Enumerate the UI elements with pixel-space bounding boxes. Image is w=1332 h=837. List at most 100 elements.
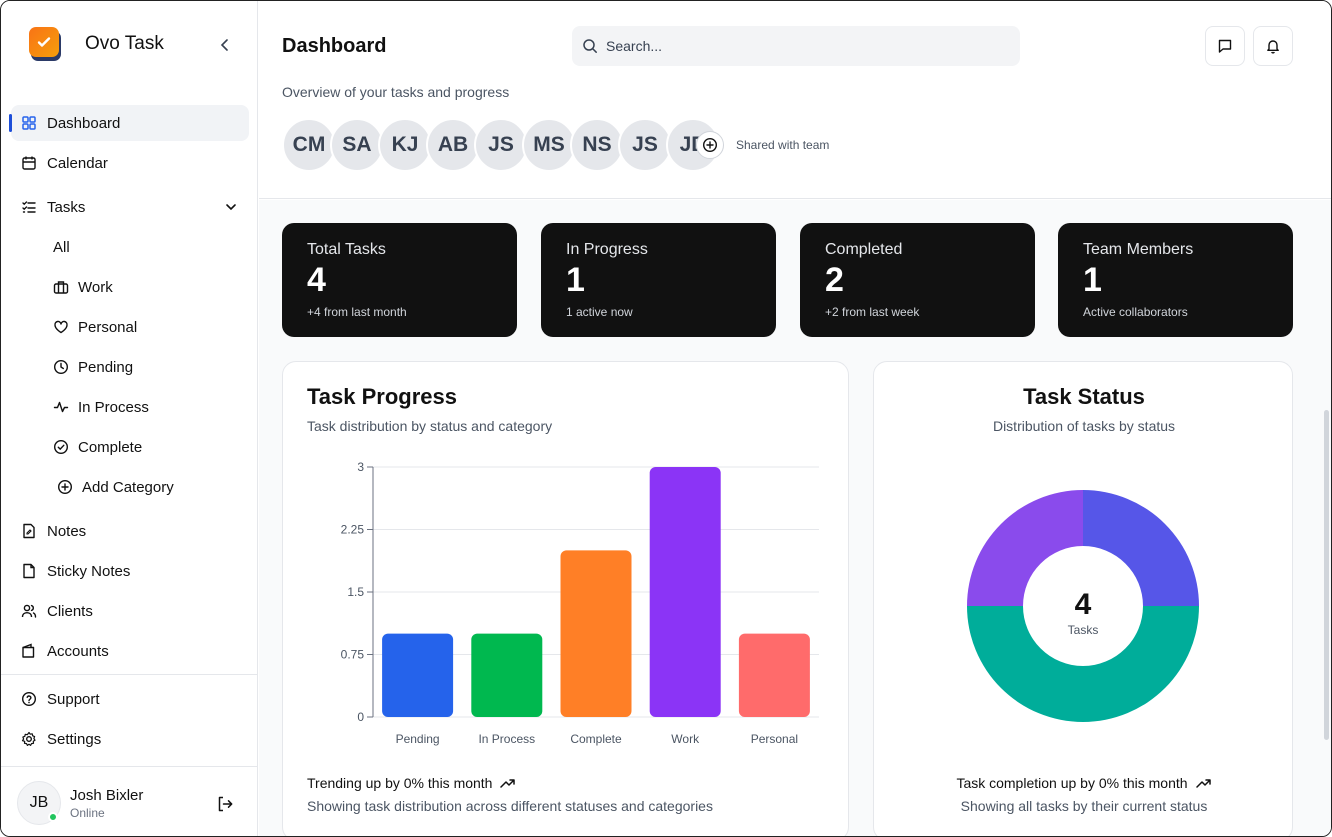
add-category-button[interactable]: Add Category: [11, 469, 249, 505]
x-tick-label: Work: [671, 732, 700, 746]
task-filter-in-process[interactable]: In Process: [11, 389, 249, 425]
x-tick-label: In Process: [478, 732, 535, 746]
messages-button[interactable]: [1205, 26, 1245, 66]
user-profile[interactable]: JB Josh Bixler Online: [17, 781, 143, 825]
notifications-button[interactable]: [1253, 26, 1293, 66]
sidebar-item-label: Dashboard: [47, 114, 121, 132]
stat-card-completed: Completed 2 +2 from last week: [800, 223, 1035, 337]
stat-value: 2: [825, 261, 844, 299]
y-tick-label: 3: [357, 460, 364, 474]
sidebar-item-dashboard[interactable]: Dashboard: [9, 105, 249, 141]
sidebar-item-label: Tasks: [47, 198, 86, 216]
bar-personal[interactable]: [738, 633, 810, 717]
task-filter-pending[interactable]: Pending: [11, 349, 249, 385]
y-tick-label: 0.75: [341, 648, 365, 662]
avatar[interactable]: JS: [618, 118, 672, 172]
task-filter-all[interactable]: All: [11, 229, 249, 265]
y-tick-label: 0: [357, 710, 364, 724]
bar-work[interactable]: [649, 467, 721, 717]
sidebar: Ovo Task Dashboard Calendar: [1, 1, 258, 836]
y-tick-label: 1.5: [347, 585, 364, 599]
clock-icon: [53, 359, 69, 375]
sub-item-label: Pending: [78, 358, 134, 376]
avatar[interactable]: CM: [282, 118, 336, 172]
donut-slice-1[interactable]: [1083, 490, 1199, 606]
page-header: Dashboard Overview of your tasks and pro…: [259, 1, 1331, 199]
sticky-note-icon: [21, 563, 37, 579]
calendar-icon: [21, 155, 37, 171]
shared-label: Shared with team: [736, 138, 830, 152]
donut-center-value: 4: [1075, 588, 1092, 621]
dashboard-body: Total Tasks 4 +4 from last month In Prog…: [259, 200, 1331, 836]
task-filter-personal[interactable]: Personal: [11, 309, 249, 345]
sidebar-item-label: Settings: [47, 730, 102, 748]
task-status-card: Task Status Distribution of tasks by sta…: [873, 361, 1293, 836]
sidebar-item-label: Accounts: [47, 642, 109, 660]
avatar-initials: JB: [29, 794, 49, 811]
sidebar-item-tasks[interactable]: Tasks: [11, 189, 249, 225]
task-list-icon: [21, 199, 37, 215]
search-bar[interactable]: [572, 26, 1020, 66]
stat-subtext: 1 active now: [566, 305, 633, 319]
activity-icon: [53, 399, 69, 415]
scrollbar[interactable]: [1324, 410, 1329, 740]
sidebar-item-notes[interactable]: Notes: [11, 513, 249, 549]
sidebar-item-settings[interactable]: Settings: [11, 721, 249, 757]
search-input[interactable]: [606, 38, 1006, 54]
gear-icon: [21, 731, 37, 747]
sidebar-item-sticky-notes[interactable]: Sticky Notes: [11, 553, 249, 589]
briefcase-icon: [53, 279, 69, 295]
task-filter-work[interactable]: Work: [11, 269, 249, 305]
stat-value: 4: [307, 261, 326, 299]
app-logo: [29, 27, 63, 61]
avatar[interactable]: MS: [522, 118, 576, 172]
chevron-left-icon: [220, 39, 228, 51]
bar-complete[interactable]: [560, 550, 632, 717]
sidebar-item-label: Notes: [47, 522, 87, 540]
team-avatars: CM SA KJ AB JS MS NS JS JD Shared with t…: [282, 118, 829, 172]
stat-subtext: +4 from last month: [307, 305, 407, 319]
avatar[interactable]: AB: [426, 118, 480, 172]
sidebar-item-support[interactable]: Support: [11, 681, 249, 717]
task-filter-complete[interactable]: Complete: [11, 429, 249, 465]
stat-label: In Progress: [566, 241, 648, 258]
stat-card-in-progress: In Progress 1 1 active now: [541, 223, 776, 337]
check-circle-icon: [53, 439, 69, 455]
logout-icon: [218, 796, 233, 812]
sidebar-item-calendar[interactable]: Calendar: [11, 145, 249, 181]
sidebar-item-accounts[interactable]: Accounts: [11, 633, 249, 669]
avatar[interactable]: JS: [474, 118, 528, 172]
plus-circle-icon: [702, 137, 718, 153]
stat-card-total-tasks: Total Tasks 4 +4 from last month: [282, 223, 517, 337]
search-icon: [583, 39, 597, 53]
donut-slice-3[interactable]: [967, 490, 1083, 606]
sidebar-item-clients[interactable]: Clients: [11, 593, 249, 629]
donut-center-label: Tasks: [1068, 623, 1099, 637]
avatar[interactable]: KJ: [378, 118, 432, 172]
divider: [1, 674, 258, 675]
sub-item-label: All: [53, 238, 70, 256]
heart-icon: [53, 319, 69, 335]
logout-button[interactable]: [216, 795, 234, 818]
main-nav: Dashboard Calendar Tasks All: [9, 105, 249, 673]
collapse-sidebar-button[interactable]: [217, 37, 233, 53]
add-member-button[interactable]: [696, 131, 724, 159]
help-icon: [21, 691, 37, 707]
avatar: JB: [17, 781, 61, 825]
donut-slice-2[interactable]: [967, 606, 1199, 722]
stat-value: 1: [1083, 261, 1102, 299]
avatar[interactable]: SA: [330, 118, 384, 172]
bar-pending[interactable]: [382, 633, 454, 717]
users-icon: [21, 603, 37, 619]
trending-up-icon: [1195, 779, 1211, 788]
avatar[interactable]: NS: [570, 118, 624, 172]
trend-text: Trending up by 0% this month: [307, 775, 516, 791]
sub-item-label: In Process: [78, 398, 149, 416]
sidebar-item-label: Clients: [47, 602, 93, 620]
card-title: Task Status: [1023, 384, 1145, 409]
secondary-nav: Support Settings: [11, 681, 249, 761]
sidebar-item-label: Sticky Notes: [47, 562, 131, 580]
bar-in-process[interactable]: [471, 633, 543, 717]
wallet-icon: [21, 643, 37, 659]
sub-item-label: Work: [78, 278, 113, 296]
